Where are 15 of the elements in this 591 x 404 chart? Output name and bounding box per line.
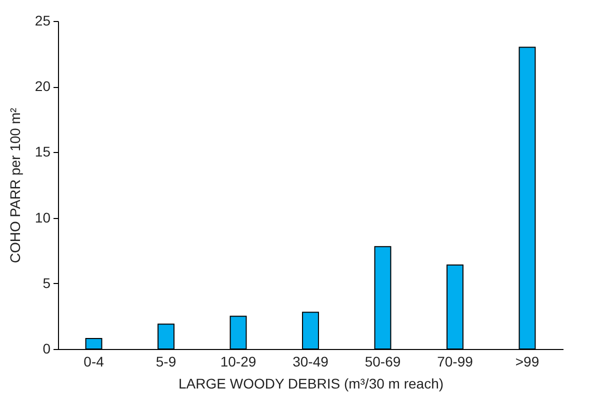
y-tick-label: 15: [34, 144, 51, 160]
x-tick-label: 70-99: [437, 354, 474, 370]
y-tick-label: 10: [34, 209, 51, 226]
x-tick-label: 50-69: [364, 354, 401, 370]
x-tick-label: 10-29: [220, 354, 256, 370]
y-tick-label: 0: [42, 340, 51, 356]
y-tick-label: 25: [34, 12, 51, 28]
x-tick-label: 30-49: [292, 354, 329, 370]
y-tick-label: 20: [34, 78, 51, 94]
y-tick-label: 5: [42, 274, 51, 291]
x-tick-label: 5-9: [156, 354, 176, 370]
y-axis-title: COHO PARR per 100 m²: [6, 108, 23, 264]
x-axis-title: LARGE WOODY DEBRIS (m³/30 m reach): [178, 376, 444, 392]
x-tick-label: >99: [515, 354, 540, 370]
x-tick-label: 0-4: [84, 354, 104, 370]
